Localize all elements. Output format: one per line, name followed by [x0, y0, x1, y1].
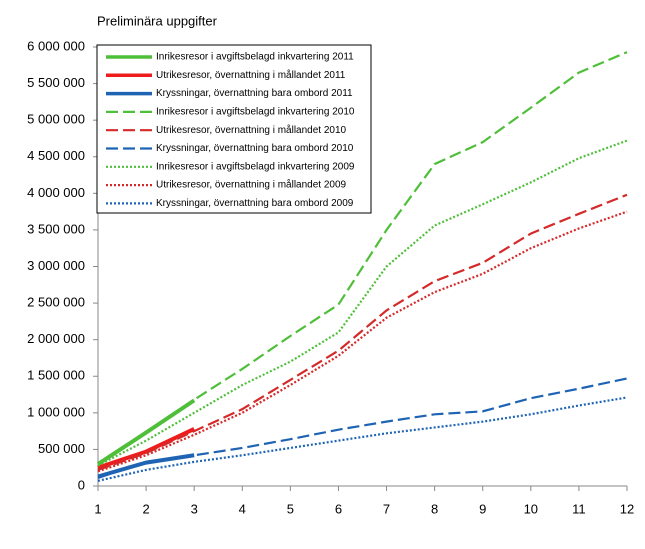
series-line: [97, 396, 628, 482]
legend-label: Inrikesresor i avgiftsbelagd inkvarterin…: [156, 107, 355, 118]
series-line: [97, 139, 628, 467]
series-line: [97, 377, 628, 479]
x-tick-label: 1: [94, 501, 101, 516]
legend-label: Inrikesresor i avgiftsbelagd inkvarterin…: [156, 52, 354, 63]
x-tick-label: 11: [572, 501, 586, 516]
y-tick-label: 1 000 000: [27, 404, 85, 419]
y-tick-label: 0: [78, 477, 85, 492]
legend-label: Utrikesresor, övernattning i mållandet 2…: [156, 179, 347, 191]
legend-label: Kryssningar, övernattning bara ombord 20…: [156, 143, 354, 154]
x-tick-label: 7: [383, 501, 390, 516]
y-tick-label: 2 000 000: [27, 331, 85, 346]
series-line: [97, 210, 628, 473]
y-tick-label: 500 000: [38, 441, 85, 456]
legend-label: Utrikesresor, övernattning i mållandet 2…: [156, 124, 347, 136]
x-tick-label: 8: [431, 501, 438, 516]
y-tick-label: 5 500 000: [27, 75, 85, 90]
chart-title: Preliminära uppgifter: [97, 13, 218, 28]
y-tick-label: 4 500 000: [27, 148, 85, 163]
x-tick-label: 12: [620, 501, 634, 516]
y-tick-label: 2 500 000: [27, 295, 85, 310]
legend-label: Utrikesresor, övernattning i mållandet 2…: [156, 69, 346, 81]
x-tick-label: 4: [239, 501, 246, 516]
y-tick-label: 5 000 000: [27, 112, 85, 127]
series-line: [97, 427, 196, 470]
series-line: [97, 193, 628, 471]
y-tick-label: 4 000 000: [27, 185, 85, 200]
x-tick-label: 10: [524, 501, 538, 516]
x-tick-label: 3: [191, 501, 198, 516]
legend-label: Kryssningar, övernattning bara ombord 20…: [156, 198, 354, 209]
x-tick-label: 2: [142, 501, 149, 516]
x-tick-label: 6: [335, 501, 342, 516]
y-tick-label: 6 000 000: [27, 38, 85, 53]
legend-label: Inrikesresor i avgiftsbelagd inkvarterin…: [156, 161, 355, 172]
y-tick-label: 1 500 000: [27, 368, 85, 383]
x-tick-label: 5: [287, 501, 294, 516]
legend-label: Kryssningar, övernattning bara ombord 20…: [156, 88, 353, 99]
y-tick-label: 3 500 000: [27, 221, 85, 236]
y-tick-label: 3 000 000: [27, 258, 85, 273]
x-tick-label: 9: [479, 501, 486, 516]
series-line: [97, 51, 628, 466]
